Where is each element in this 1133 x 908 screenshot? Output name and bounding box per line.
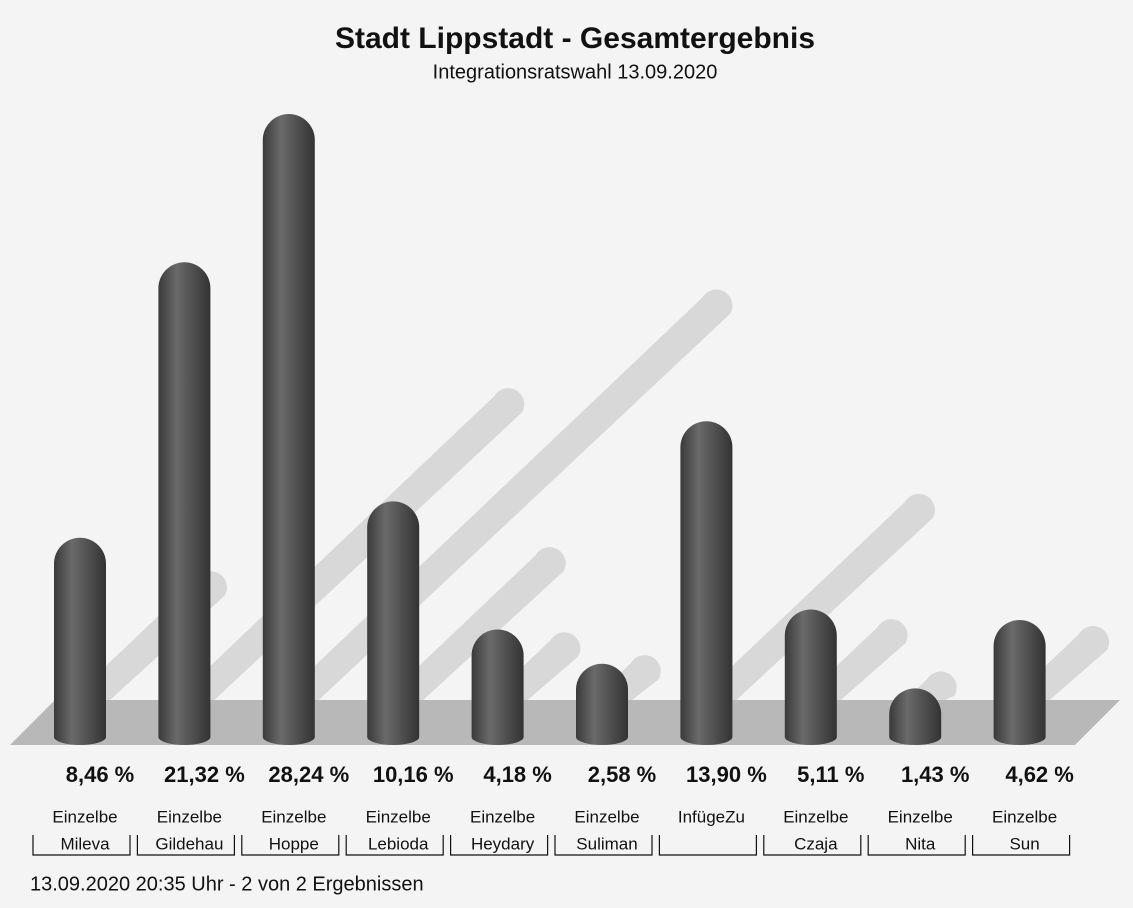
bar xyxy=(680,421,733,745)
x-tick-label: Czaja xyxy=(794,834,838,853)
x-tick-label: Lebioda xyxy=(368,834,429,853)
bar xyxy=(262,114,315,745)
value-label: 4,62 % xyxy=(1005,762,1074,787)
bar xyxy=(576,663,628,745)
bar xyxy=(784,609,837,745)
x-tick-label: Nita xyxy=(905,834,936,853)
x-tick-label: Einzelbe xyxy=(261,807,326,826)
footer: 13.09.2020 20:35 Uhr - 2 von 2 Ergebniss… xyxy=(30,873,424,895)
value-label: 13,90 % xyxy=(686,762,767,787)
x-tick-label: Einzelbe xyxy=(574,807,639,826)
bar xyxy=(158,262,211,745)
chart-title: Stadt Lippstadt - Gesamtergebnis xyxy=(335,22,815,55)
value-label: 2,58 % xyxy=(588,762,657,787)
bar xyxy=(367,501,420,745)
category-bracket xyxy=(972,835,1071,856)
x-tick-label: Einzelbe xyxy=(783,807,848,826)
category-bracket xyxy=(241,835,340,856)
category-bracket xyxy=(554,835,653,856)
category-bracket xyxy=(763,835,862,856)
value-label: 8,46 % xyxy=(66,762,135,787)
x-tick-label: Einzelbe xyxy=(157,807,222,826)
category-bracket xyxy=(867,835,966,856)
category-bracket xyxy=(32,835,131,856)
x-tick-label: Mileva xyxy=(60,834,110,853)
bar-shadow xyxy=(696,493,935,700)
x-tick-label: InfügeZu xyxy=(678,807,745,826)
bar xyxy=(54,537,106,745)
bar-shadow xyxy=(383,547,566,700)
bar xyxy=(471,629,524,745)
category-bracket xyxy=(450,835,549,856)
x-tick-label: Hoppe xyxy=(269,834,319,853)
x-tick-label: Heydary xyxy=(471,834,535,853)
x-tick-label: Einzelbe xyxy=(470,807,535,826)
bar xyxy=(889,688,942,745)
category-bracket xyxy=(658,835,757,856)
x-tick-label: Einzelbe xyxy=(888,807,953,826)
value-label: 5,11 % xyxy=(797,762,864,787)
value-label: 10,16 % xyxy=(373,762,454,787)
chart-subtitle: Integrationsratswahl 13.09.2020 xyxy=(433,61,718,83)
x-tick-label: Sun xyxy=(1009,834,1039,853)
x-tick-label: Einzelbe xyxy=(52,807,117,826)
x-tick-label: Einzelbe xyxy=(992,807,1057,826)
bar xyxy=(993,620,1046,745)
value-label: 21,32 % xyxy=(164,762,245,787)
value-label: 4,18 % xyxy=(483,762,552,787)
bar-shadow xyxy=(174,388,525,700)
category-bracket xyxy=(136,835,235,856)
value-label: 28,24 % xyxy=(268,762,349,787)
x-tick-label: Einzelbe xyxy=(366,807,431,826)
x-tick-label: Gildehau xyxy=(155,834,223,853)
x-tick-label: Suliman xyxy=(576,834,637,853)
category-bracket xyxy=(345,835,444,856)
value-label: 1,43 % xyxy=(901,762,970,787)
